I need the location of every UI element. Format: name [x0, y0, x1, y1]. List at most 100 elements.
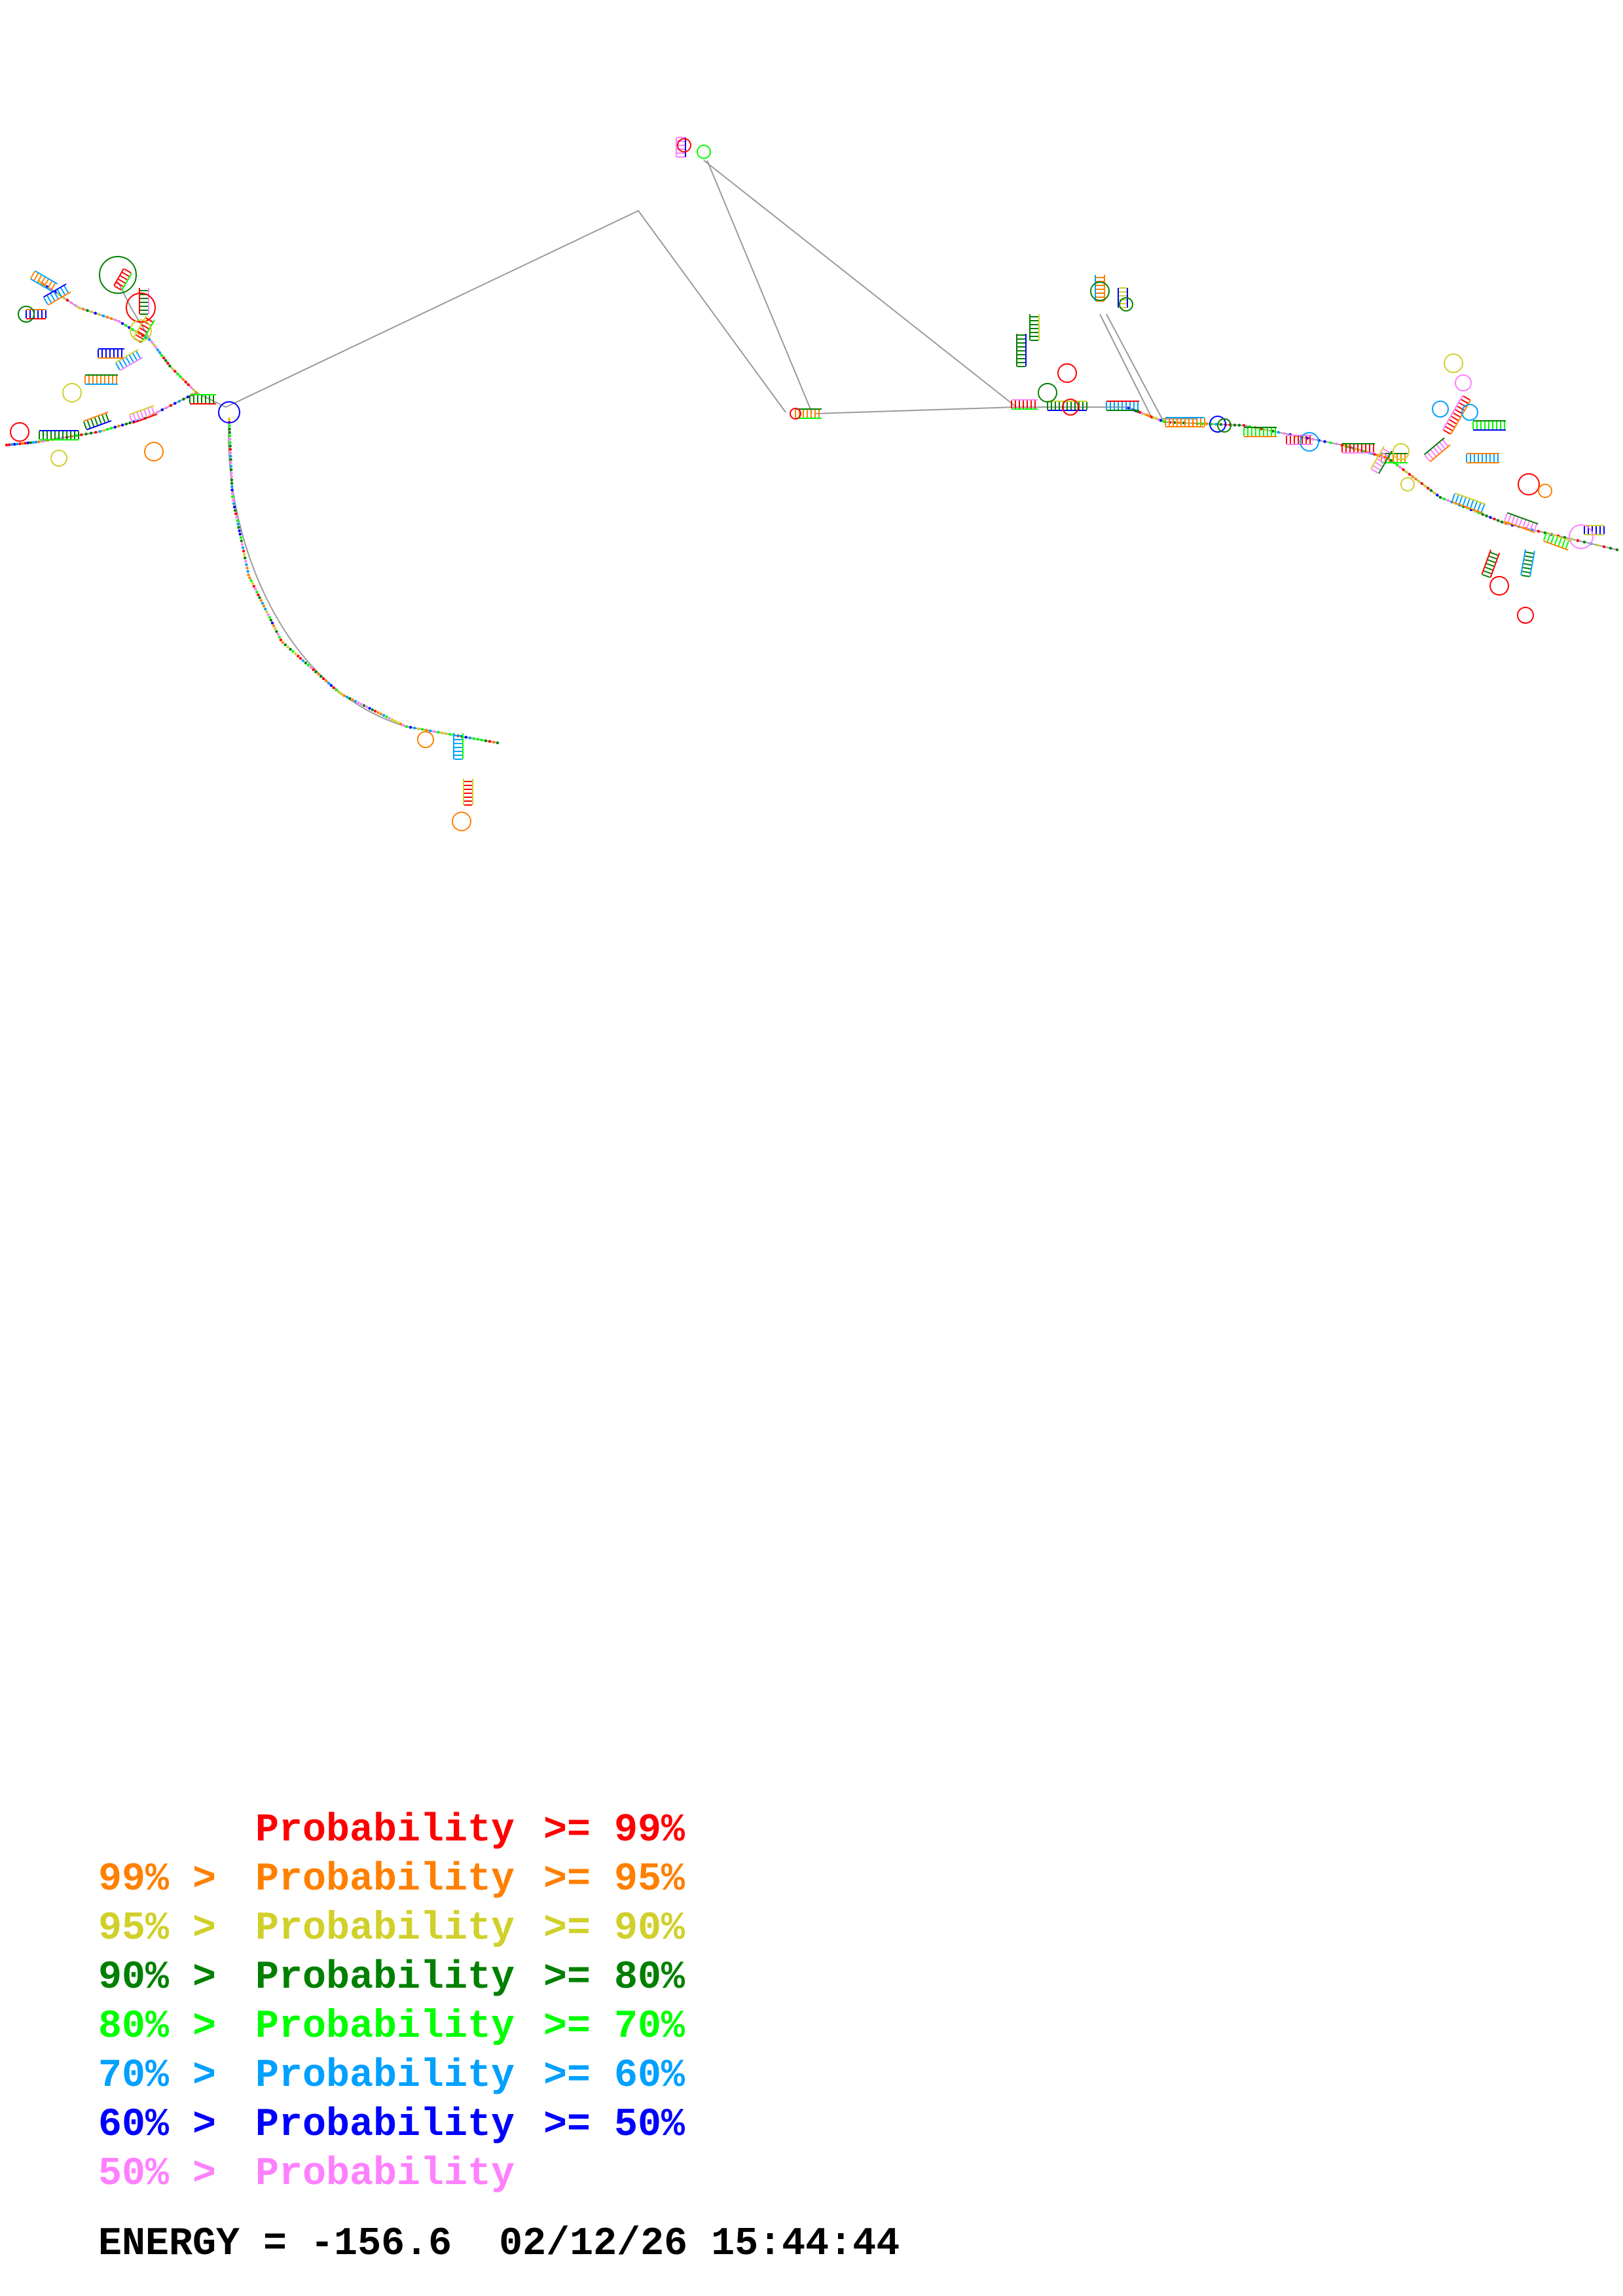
nucleotide — [345, 695, 349, 699]
strand — [113, 268, 124, 286]
nucleotide — [1500, 520, 1504, 524]
nucleotide — [337, 691, 340, 694]
helix-stem — [39, 430, 79, 440]
nucleotide — [269, 619, 272, 622]
base-pair — [136, 412, 141, 420]
rna-secondary-structure-diagram — [5, 137, 1619, 831]
nucleotide — [228, 431, 232, 434]
base-pair — [139, 410, 144, 419]
base-pair — [1565, 541, 1569, 549]
strand — [48, 291, 71, 306]
nucleotide — [154, 346, 158, 349]
nucleotide — [1140, 412, 1144, 415]
backbone-segment — [6, 392, 197, 446]
nucleotide — [240, 543, 244, 546]
legend-probability-label: Probability — [255, 2054, 515, 2098]
nucleotide — [1362, 450, 1366, 453]
strand — [1370, 446, 1385, 469]
legend-row: 99% > Probability >= 95% — [98, 1856, 685, 1905]
nucleotide — [1173, 421, 1176, 424]
strand — [1529, 550, 1535, 577]
helix-stem — [1286, 435, 1313, 445]
nucleotide — [253, 587, 257, 591]
nucleotide — [441, 731, 444, 735]
base-pair — [1522, 571, 1531, 574]
nucleotide — [476, 738, 479, 741]
nucleotide — [29, 441, 32, 444]
strand — [83, 411, 109, 422]
helix-stem — [115, 349, 143, 371]
loop — [1538, 484, 1552, 498]
base-pair — [1550, 535, 1555, 544]
strand — [1546, 531, 1572, 543]
helix-stem — [83, 411, 112, 431]
nucleotide — [230, 471, 233, 475]
nucleotide — [278, 636, 281, 639]
nucleotide — [98, 313, 101, 316]
nucleotide — [1615, 548, 1619, 552]
helix-stem — [463, 779, 473, 806]
nucleotide — [65, 298, 69, 302]
loop — [677, 138, 691, 152]
nucleotide — [186, 395, 190, 399]
nucleotide — [18, 442, 22, 446]
nucleotide — [1402, 468, 1405, 471]
nucleotide — [164, 359, 168, 363]
base-pair — [47, 281, 52, 289]
nucleotide — [86, 309, 89, 312]
timestamp: 02/12/26 15:44:44 — [499, 2222, 900, 2267]
base-pair — [1375, 461, 1383, 467]
nucleotide — [327, 681, 331, 685]
helix-stem — [1011, 399, 1038, 410]
legend-row: 90% > Probability >= 80% — [98, 1954, 685, 2003]
nucleotide — [117, 424, 120, 428]
strand — [35, 270, 58, 285]
nucleotide — [150, 340, 153, 344]
nucleotide — [464, 736, 467, 739]
base-pair — [1451, 493, 1455, 501]
nucleotide — [243, 553, 246, 556]
nucleotide — [230, 482, 234, 485]
legend-range-upper: 99% > — [98, 1857, 217, 1902]
nucleotide — [1537, 529, 1541, 533]
nucleotide — [257, 593, 260, 596]
nucleotide — [230, 468, 233, 471]
legend-range-upper: 80% > — [98, 2005, 217, 2049]
base-pair — [1543, 533, 1547, 541]
base-pair — [119, 361, 124, 368]
nucleotide — [75, 434, 79, 437]
strand — [1451, 501, 1483, 514]
nucleotide — [1582, 541, 1586, 544]
nucleotide — [262, 604, 266, 608]
legend-probability-label: Probability — [255, 1857, 515, 1902]
loop — [1455, 374, 1472, 391]
nucleotide — [1493, 517, 1496, 521]
nucleotide — [480, 738, 483, 742]
base-pair — [128, 355, 134, 363]
nucleotide — [10, 443, 14, 446]
base-pair — [83, 422, 87, 429]
nucleotide — [342, 694, 346, 698]
base-pair — [101, 414, 106, 423]
helix-stem — [1481, 549, 1501, 578]
base-pair — [1522, 520, 1527, 528]
nucleotide — [229, 454, 232, 458]
loop — [62, 383, 82, 403]
base-pair — [116, 281, 124, 287]
nucleotide — [1154, 417, 1158, 420]
nucleotide — [24, 441, 27, 445]
nucleotide — [1481, 512, 1484, 516]
backbone-segment — [225, 209, 786, 413]
nucleotide — [1323, 440, 1326, 443]
strand — [132, 413, 158, 424]
nucleotide — [335, 689, 338, 692]
nucleotide — [131, 328, 134, 331]
helix-stem — [1584, 525, 1605, 535]
loop — [50, 450, 67, 467]
backbone-segment — [1106, 314, 1198, 420]
nucleotide — [187, 383, 190, 386]
base-pair — [1427, 452, 1434, 459]
base-pair — [1529, 522, 1534, 531]
nucleotide — [301, 659, 305, 662]
nucleotide — [309, 666, 312, 669]
